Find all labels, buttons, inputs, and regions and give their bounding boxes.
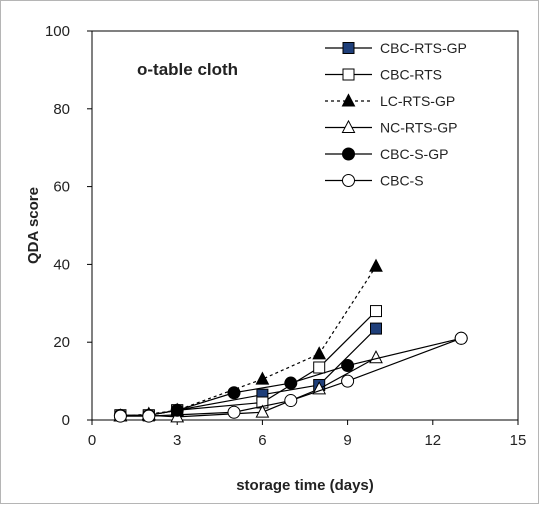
legend-label: CBC-RTS-GP bbox=[380, 40, 467, 56]
legend-marker bbox=[342, 42, 355, 54]
y-tick-label: 20 bbox=[53, 334, 70, 351]
data-point bbox=[313, 361, 326, 374]
legend-label: CBC-RTS bbox=[380, 67, 442, 83]
legend-label: CBC-S bbox=[380, 173, 424, 189]
series-line bbox=[120, 266, 377, 417]
data-point bbox=[341, 359, 355, 373]
chart-title: o-table cloth bbox=[137, 60, 238, 79]
data-point bbox=[312, 346, 327, 360]
x-tick-label: 9 bbox=[343, 432, 351, 449]
data-point bbox=[312, 381, 327, 395]
legend-item: CBC-S-GP bbox=[325, 146, 448, 162]
data-point bbox=[284, 376, 298, 390]
legend-marker bbox=[342, 147, 355, 161]
data-point bbox=[255, 371, 270, 385]
series-group bbox=[113, 258, 468, 423]
axes: 0 3 6 9 12 15 0 20 40 60 80 100 bbox=[45, 23, 526, 449]
y-tick-label: 100 bbox=[45, 23, 70, 40]
legend-marker bbox=[341, 93, 356, 107]
legend-marker bbox=[342, 68, 355, 81]
data-point bbox=[227, 405, 241, 419]
data-point bbox=[142, 409, 156, 423]
data-point bbox=[170, 403, 184, 417]
legend-marker bbox=[341, 119, 356, 133]
data-point bbox=[369, 258, 383, 272]
legend-label: CBC-S-GP bbox=[380, 146, 448, 162]
data-point bbox=[227, 386, 241, 400]
data-point bbox=[255, 404, 270, 418]
x-tick-label: 12 bbox=[424, 432, 441, 449]
legend-label: LC-RTS-GP bbox=[380, 93, 455, 109]
legend-item: LC-RTS-GP bbox=[325, 93, 455, 109]
legend-marker bbox=[342, 174, 355, 187]
data-point bbox=[370, 322, 382, 335]
legend-item: CBC-S bbox=[325, 173, 424, 189]
legend-item: NC-RTS-GP bbox=[325, 120, 458, 136]
data-point bbox=[113, 409, 127, 423]
legend-label: NC-RTS-GP bbox=[380, 120, 458, 136]
legend: CBC-RTS-GP CBC-RTS LC-RTS-GP NC-RTS-GP CBC-S… bbox=[325, 40, 467, 189]
plot-area bbox=[91, 30, 519, 421]
legend-item: CBC-RTS-GP bbox=[325, 40, 467, 56]
data-point bbox=[370, 305, 382, 318]
x-tick-label: 3 bbox=[173, 432, 181, 449]
data-point bbox=[284, 394, 298, 408]
x-axis-title: storage time (days) bbox=[236, 477, 374, 494]
x-tick-label: 6 bbox=[258, 432, 266, 449]
y-tick-label: 80 bbox=[53, 101, 70, 118]
y-tick-label: 40 bbox=[53, 256, 70, 273]
y-tick-label: 60 bbox=[53, 179, 70, 196]
x-tick-label: 0 bbox=[88, 432, 96, 449]
series-cbc-s bbox=[113, 331, 468, 423]
y-axis-title: QDA score bbox=[25, 187, 42, 264]
x-tick-label: 15 bbox=[510, 432, 527, 449]
y-tick-label: 0 bbox=[62, 412, 70, 429]
data-point bbox=[341, 374, 355, 388]
data-point bbox=[454, 331, 468, 345]
legend-item: CBC-RTS bbox=[325, 67, 442, 83]
